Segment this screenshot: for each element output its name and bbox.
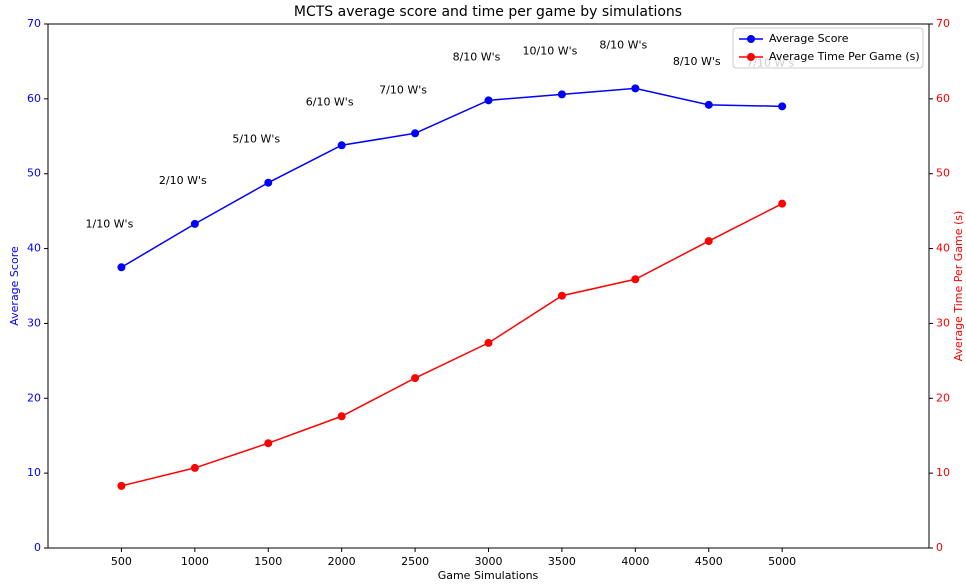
y-tick-label: 10 bbox=[27, 466, 41, 479]
y-tick-label: 40 bbox=[27, 242, 41, 255]
x-tick-label: 1500 bbox=[254, 555, 282, 568]
legend-label: Average Score bbox=[769, 32, 849, 45]
annotation: 6/10 W's bbox=[306, 95, 354, 108]
legend-box bbox=[732, 27, 924, 69]
x-axis-label: Game Simulations bbox=[438, 569, 539, 582]
x-tick-label: 2500 bbox=[401, 555, 429, 568]
y2-tick-label: 50 bbox=[936, 167, 950, 180]
y2-tick-label: 0 bbox=[936, 541, 943, 554]
y2-tick-label: 70 bbox=[936, 17, 950, 30]
data-point bbox=[264, 178, 273, 187]
data-point bbox=[337, 141, 346, 150]
y2-axis-label: Average Time Per Game (s) bbox=[952, 211, 965, 362]
data-point bbox=[117, 263, 126, 272]
data-point bbox=[411, 374, 420, 383]
series-line bbox=[121, 202, 783, 487]
data-point bbox=[484, 338, 493, 347]
annotation: 5/10 W's bbox=[232, 133, 280, 146]
data-point bbox=[557, 90, 566, 99]
annotation: 8/10 W's bbox=[673, 55, 721, 68]
legend-marker bbox=[747, 53, 755, 61]
annotation: 8/10 W's bbox=[599, 38, 647, 51]
y-axis-label: Average Score bbox=[8, 246, 21, 326]
y2-tick-label: 40 bbox=[936, 242, 950, 255]
x-tick-label: 3500 bbox=[548, 555, 576, 568]
data-point bbox=[704, 237, 713, 246]
data-point bbox=[778, 102, 787, 111]
annotation: 7/10 W's bbox=[379, 83, 427, 96]
data-point bbox=[631, 84, 640, 93]
data-point bbox=[704, 100, 713, 109]
annotation: 2/10 W's bbox=[159, 174, 207, 187]
y-tick-label: 20 bbox=[27, 391, 41, 404]
x-tick-label: 2000 bbox=[328, 555, 356, 568]
legend-marker bbox=[747, 35, 755, 43]
y2-tick-label: 10 bbox=[936, 466, 950, 479]
annotation: 10/10 W's bbox=[523, 44, 578, 57]
y-tick-label: 60 bbox=[27, 92, 41, 105]
x-tick-label: 4500 bbox=[695, 555, 723, 568]
data-point bbox=[190, 463, 199, 472]
x-tick-label: 4000 bbox=[621, 555, 649, 568]
data-point bbox=[631, 275, 640, 284]
y-tick-label: 0 bbox=[34, 541, 41, 554]
data-point bbox=[778, 199, 787, 208]
x-tick-label: 5000 bbox=[768, 555, 796, 568]
x-tick-label: 500 bbox=[111, 555, 132, 568]
y2-tick-label: 20 bbox=[936, 391, 950, 404]
chart-title: MCTS average score and time per game by … bbox=[294, 4, 682, 20]
y2-tick-label: 30 bbox=[936, 316, 950, 329]
y-tick-label: 70 bbox=[27, 17, 41, 30]
annotation: 1/10 W's bbox=[85, 217, 133, 230]
data-point bbox=[557, 291, 566, 300]
series-line bbox=[121, 87, 783, 268]
data-point bbox=[337, 412, 346, 421]
data-point bbox=[411, 129, 420, 138]
x-tick-label: 3000 bbox=[475, 555, 503, 568]
data-point bbox=[484, 96, 493, 105]
data-point bbox=[190, 219, 199, 228]
y-tick-label: 30 bbox=[27, 316, 41, 329]
legend-label: Average Time Per Game (s) bbox=[769, 50, 920, 63]
data-point bbox=[117, 481, 126, 490]
y2-tick-label: 60 bbox=[936, 92, 950, 105]
data-point bbox=[264, 439, 273, 448]
annotation: 8/10 W's bbox=[453, 50, 501, 63]
x-tick-label: 1000 bbox=[181, 555, 209, 568]
y-tick-label: 50 bbox=[27, 167, 41, 180]
